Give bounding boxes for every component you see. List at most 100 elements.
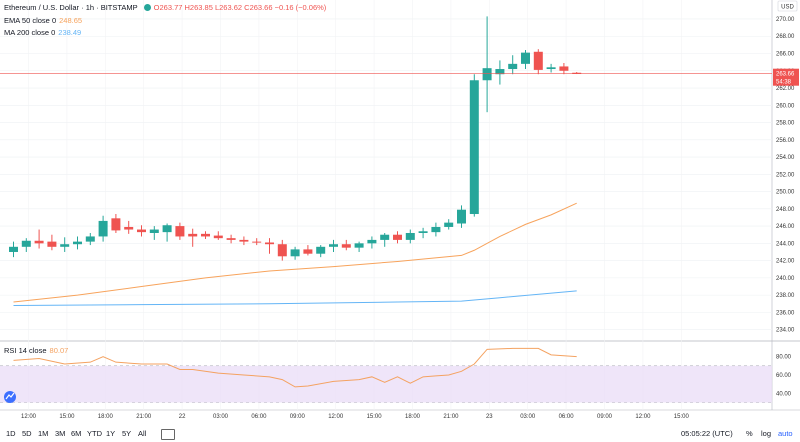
candle bbox=[482, 16, 492, 113]
rsi-value: 80.07 bbox=[49, 346, 69, 355]
time-tick-label: 06:00 bbox=[251, 414, 267, 420]
rsi-axis[interactable]: 40.00 60.00 80.00 bbox=[776, 355, 792, 398]
candle-body bbox=[252, 241, 262, 243]
time-tick-label: 09:00 bbox=[290, 414, 306, 420]
auto-toggle[interactable]: auto bbox=[778, 429, 793, 438]
time-axis[interactable]: 12:00 15:00 18:00 21:00 22 03:00 06:00 09:00 12:… bbox=[21, 414, 689, 420]
percent-toggle[interactable]: % bbox=[746, 429, 753, 438]
range-1y[interactable]: 1Y bbox=[106, 429, 116, 438]
rsi-legend[interactable]: RSI 14 close 80.07 bbox=[4, 345, 71, 357]
range-5d[interactable]: 5D bbox=[22, 429, 32, 438]
chart-canvas[interactable]: 234.00 236.00 238.00 240.00 242.00 244.00 246.… bbox=[0, 0, 800, 426]
price-tick-label: 246.00 bbox=[776, 224, 795, 230]
candle-body bbox=[546, 67, 556, 70]
candle bbox=[431, 222, 441, 237]
candle bbox=[495, 60, 505, 85]
candle bbox=[149, 226, 159, 240]
candle bbox=[265, 238, 274, 254]
candle bbox=[239, 236, 249, 246]
ema-value: 248.65 bbox=[59, 16, 83, 25]
rsi-label[interactable]: RSI 14 close bbox=[4, 346, 47, 355]
bar-countdown: 54:38 bbox=[776, 80, 792, 86]
price-tick-label: 266.00 bbox=[776, 52, 795, 58]
range-5y[interactable]: 5Y bbox=[122, 429, 132, 438]
candle-body bbox=[393, 234, 402, 240]
candle bbox=[34, 229, 44, 249]
price-tick-label: 256.00 bbox=[776, 138, 795, 144]
range-1m[interactable]: 1M bbox=[38, 429, 49, 438]
ma-legend[interactable]: MA 200 close 0 238.49 bbox=[4, 27, 84, 39]
ma-label[interactable]: MA 200 close 0 bbox=[4, 28, 56, 37]
candle bbox=[546, 63, 556, 73]
log-toggle[interactable]: log bbox=[761, 429, 772, 438]
market-status-icon bbox=[143, 4, 151, 12]
candle bbox=[367, 236, 377, 249]
candle-body bbox=[265, 242, 274, 245]
candle bbox=[533, 49, 543, 75]
candle bbox=[380, 232, 390, 247]
time-tick-label: 21:00 bbox=[136, 414, 152, 420]
candle bbox=[341, 239, 351, 251]
time-tick-label: 12:00 bbox=[21, 414, 37, 420]
rsi-tick-label: 80.00 bbox=[776, 355, 792, 361]
price-tick-label: 240.00 bbox=[776, 276, 795, 282]
candle bbox=[162, 223, 172, 242]
candle bbox=[252, 238, 262, 246]
candle-body bbox=[162, 225, 172, 233]
last-price-value: 263.66 bbox=[776, 72, 795, 78]
candle bbox=[85, 232, 95, 246]
candle bbox=[405, 229, 415, 244]
candle-body bbox=[444, 222, 454, 227]
currency-tag: USD bbox=[777, 0, 798, 12]
candle-body bbox=[277, 244, 287, 257]
candle bbox=[47, 234, 57, 251]
range-ytd[interactable]: YTD bbox=[87, 429, 102, 438]
price-tick-label: 260.00 bbox=[776, 103, 795, 109]
candle-body bbox=[175, 226, 185, 237]
candle bbox=[418, 227, 428, 239]
candle-body bbox=[239, 239, 249, 242]
time-tick-label: 15:00 bbox=[674, 414, 690, 420]
candle bbox=[111, 214, 121, 233]
symbol-legend[interactable]: Ethereum / U.S. Dollar · 1h · BITSTAMP O2… bbox=[4, 2, 329, 14]
rsi-tick-label: 40.00 bbox=[776, 391, 792, 397]
ema-legend[interactable]: EMA 50 close 0 248.65 bbox=[4, 15, 85, 27]
candle-body bbox=[482, 68, 492, 81]
price-tick-label: 248.00 bbox=[776, 207, 795, 213]
price-tick-label: 236.00 bbox=[776, 310, 795, 316]
range-all[interactable]: All bbox=[138, 429, 147, 438]
candle-body bbox=[341, 244, 351, 248]
range-3m[interactable]: 3M bbox=[55, 429, 66, 438]
candle bbox=[277, 239, 287, 261]
candle-body bbox=[60, 244, 70, 247]
date-range-icon[interactable] bbox=[161, 429, 175, 440]
candle-body bbox=[405, 232, 415, 240]
candle-body bbox=[111, 218, 121, 231]
price-axis[interactable]: 234.00 236.00 238.00 240.00 242.00 244.00 246.… bbox=[776, 17, 795, 334]
utc-clock[interactable]: 05:05:22 (UTC) bbox=[681, 429, 733, 438]
range-6m[interactable]: 6M bbox=[71, 429, 82, 438]
candle-body bbox=[469, 80, 479, 215]
candle-body bbox=[316, 246, 326, 254]
range-1d[interactable]: 1D bbox=[6, 429, 16, 438]
candle-body bbox=[572, 72, 582, 74]
candle-body bbox=[457, 209, 466, 224]
candle-body bbox=[559, 66, 569, 71]
time-tick-label: 03:00 bbox=[213, 414, 229, 420]
candle-body bbox=[73, 241, 82, 245]
candle-body bbox=[213, 235, 223, 239]
candle-body bbox=[149, 229, 159, 233]
symbol-title[interactable]: Ethereum / U.S. Dollar · 1h · BITSTAMP bbox=[4, 3, 138, 12]
candle-body bbox=[290, 249, 300, 257]
time-tick-label: 22 bbox=[179, 414, 186, 420]
ohlc-values: O263.77 H263.85 L263.62 C263.66 −0.16 (−… bbox=[153, 3, 327, 12]
grid-lines bbox=[0, 0, 800, 411]
candle-body bbox=[521, 52, 530, 64]
candle-body bbox=[85, 236, 95, 242]
ema-label[interactable]: EMA 50 close 0 bbox=[4, 16, 57, 25]
tradingview-logo[interactable] bbox=[4, 391, 16, 403]
price-tick-label: 258.00 bbox=[776, 121, 795, 127]
candle bbox=[124, 220, 134, 234]
candle-body bbox=[508, 63, 518, 70]
rsi-line bbox=[13, 347, 577, 388]
